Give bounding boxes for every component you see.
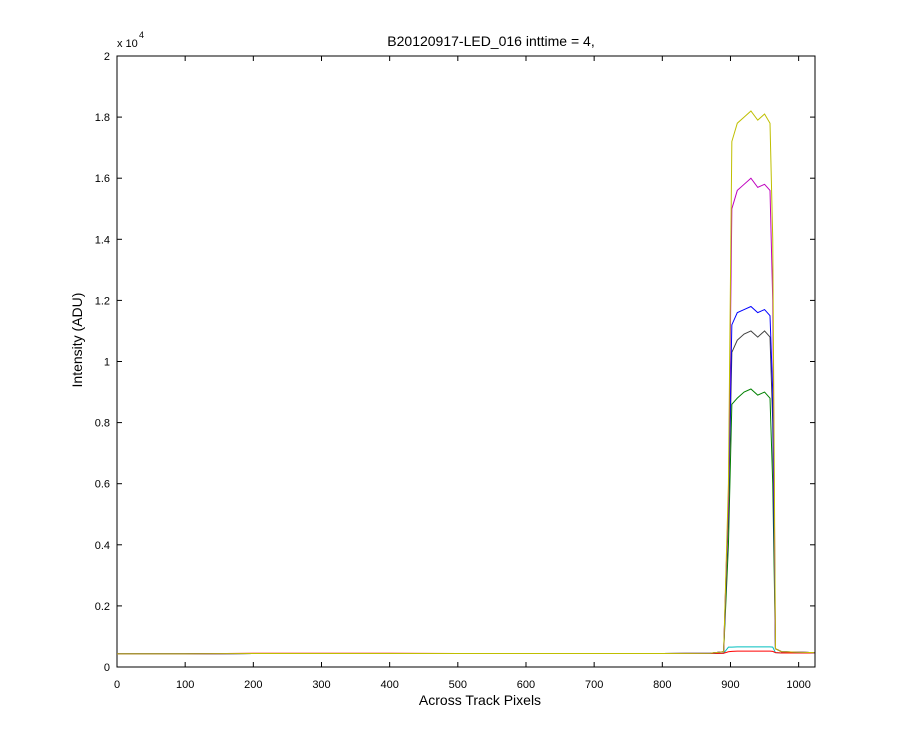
y-tick-label: 0.8 [95,418,110,430]
plot-area [116,55,816,668]
y-tick-label: 0 [104,662,110,674]
y-tick-label: 1.4 [95,234,110,246]
y-tick-label: 1 [104,357,110,369]
y-tick-label: 0.2 [95,601,110,613]
y-tick-label: 0.4 [95,540,110,552]
y-tick-label: 1.8 [95,112,110,124]
y-tick-label: 0.6 [95,479,110,491]
x-tick-label: 700 [585,679,603,691]
x-tick-label: 300 [312,679,330,691]
y-tick-label: 1.2 [95,295,110,307]
x-tick-label: 1000 [786,679,810,691]
x-tick-label: 600 [517,679,535,691]
y-axis-label: Intensity (ADU) [69,293,85,388]
y-multiplier: x 10 [117,38,138,50]
x-tick-label: 200 [244,679,262,691]
x-tick-label: 0 [114,679,120,691]
series-line [117,110,815,655]
x-tick-label: 100 [176,679,194,691]
y-tick-label: 1.6 [95,173,110,185]
chart-title: B20120917-LED_016 inttime = 4, [387,33,594,49]
x-tick-label: 500 [449,679,467,691]
y-multiplier-exponent: 4 [139,30,144,40]
y-tick-label: 2 [104,51,110,63]
x-tick-label: 400 [380,679,398,691]
x-axis-label: Across Track Pixels [419,692,541,708]
x-tick-label: 800 [653,679,671,691]
x-tick-label: 900 [721,679,739,691]
